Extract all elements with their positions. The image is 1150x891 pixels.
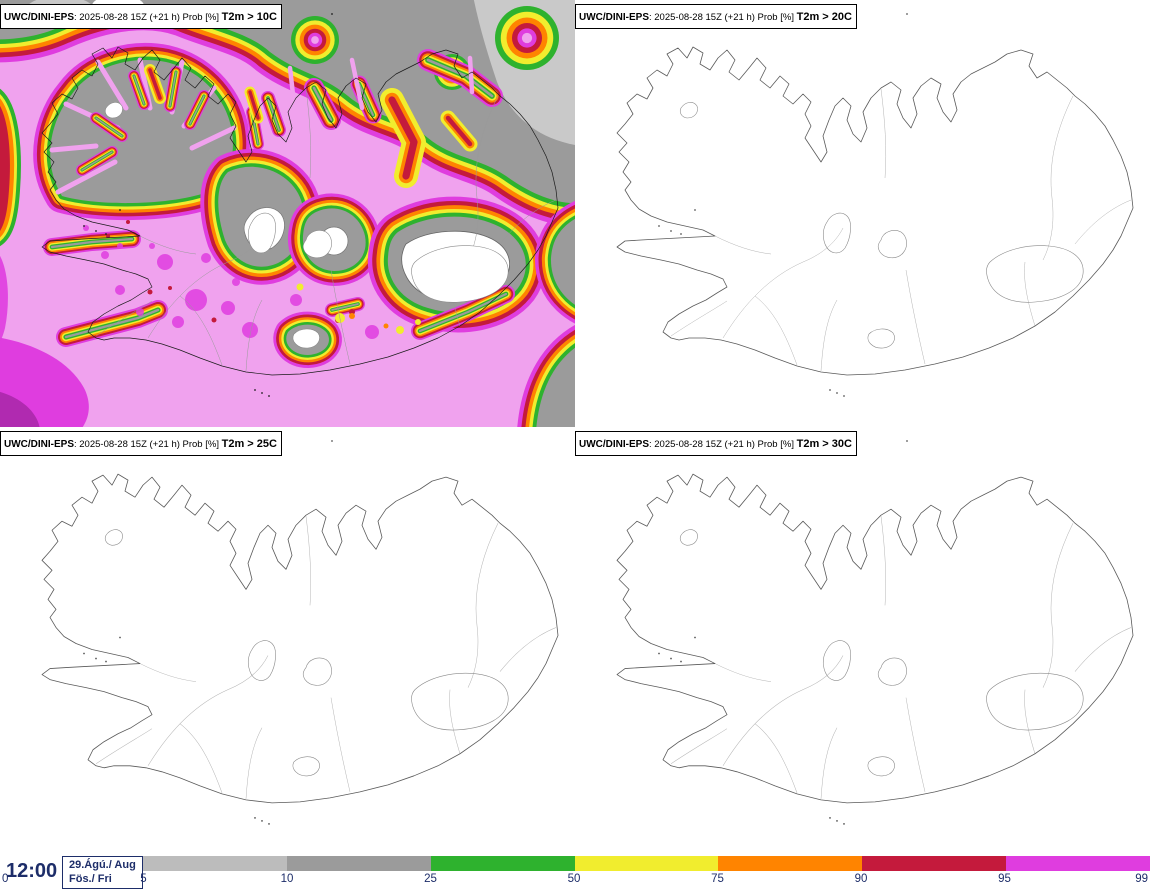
- probability-colorbar: [143, 856, 1150, 871]
- model-name: UWC/DINI-EPS: [4, 12, 74, 23]
- colorbar-tick-0: 0: [2, 873, 9, 885]
- model-name: UWC/DINI-EPS: [579, 439, 649, 450]
- colorbar-segment-75-90: [718, 856, 863, 871]
- iceland-prob-map-30c: [616, 440, 1134, 825]
- colorbar-tick-99: 99: [1135, 873, 1148, 885]
- panel-t2m-gt-10c: UWC/DINI-EPS: 2025-08-28 15Z (+21 h) Pro…: [0, 0, 575, 427]
- iceland-prob-map-25c: [41, 440, 559, 825]
- colorbar-tick-95: 95: [998, 873, 1011, 885]
- colorbar-segment-50-75: [574, 856, 719, 871]
- colorbar-segment-10-25: [286, 856, 431, 871]
- panel-t2m-gt-20c: UWC/DINI-EPS: 2025-08-28 15Z (+21 h) Pro…: [575, 0, 1150, 427]
- panel-title-25c: UWC/DINI-EPS: 2025-08-28 15Z (+21 h) Pro…: [0, 431, 282, 456]
- base-map: [41, 13, 559, 397]
- iceland-prob-map-10c: [0, 0, 575, 427]
- colorbar-segment-25-50: [430, 856, 575, 871]
- colorbar-tick-5: 5: [140, 873, 147, 885]
- threshold-label: T2m > 30C: [796, 438, 852, 450]
- panel-t2m-gt-25c: UWC/DINI-EPS: 2025-08-28 15Z (+21 h) Pro…: [0, 427, 575, 855]
- base-map: [616, 13, 1134, 397]
- colorbar-tick-10: 10: [280, 873, 294, 885]
- base-map: [41, 440, 559, 825]
- panel-t2m-gt-30c: UWC/DINI-EPS: 2025-08-28 15Z (+21 h) Pro…: [575, 427, 1150, 855]
- run-info: : 2025-08-28 15Z (+21 h) Prob [%]: [649, 439, 797, 450]
- footer-bar: 12:00 29.Ágú./ Aug Fös./ Fri 0 5 10 25 50 75 9…: [0, 855, 1150, 891]
- run-info: : 2025-08-28 15Z (+21 h) Prob [%]: [74, 12, 222, 23]
- colorbar-segment-95-99: [1006, 856, 1150, 871]
- colorbar-tick-75: 75: [711, 873, 724, 885]
- valid-date-box: 29.Ágú./ Aug Fös./ Fri: [62, 856, 143, 889]
- run-info: : 2025-08-28 15Z (+21 h) Prob [%]: [649, 12, 797, 23]
- colorbar-tick-25: 25: [424, 873, 437, 885]
- panel-title-10c: UWC/DINI-EPS: 2025-08-28 15Z (+21 h) Pro…: [0, 4, 282, 29]
- date-line-1: 29.Ágú./ Aug: [69, 859, 136, 871]
- date-line-2: Fös./ Fri: [69, 873, 112, 886]
- iceland-prob-map-20c: [616, 13, 1134, 397]
- model-name: UWC/DINI-EPS: [4, 439, 74, 450]
- colorbar-ticks: 0 5 10 25 50 75 90 95 99: [0, 873, 1150, 889]
- base-map: [616, 440, 1134, 825]
- threshold-label: T2m > 10C: [221, 11, 277, 23]
- colorbar-segment-5-10: [143, 856, 287, 871]
- colorbar-segment-90-95: [862, 856, 1007, 871]
- model-name: UWC/DINI-EPS: [579, 12, 649, 23]
- valid-time: 12:00: [6, 860, 58, 882]
- threshold-label: T2m > 20C: [796, 11, 852, 23]
- threshold-label: T2m > 25C: [221, 438, 277, 450]
- run-info: : 2025-08-28 15Z (+21 h) Prob [%]: [74, 439, 222, 450]
- panel-title-20c: UWC/DINI-EPS: 2025-08-28 15Z (+21 h) Pro…: [575, 4, 857, 29]
- map-panel-grid: UWC/DINI-EPS: 2025-08-28 15Z (+21 h) Pro…: [0, 0, 1150, 855]
- panel-title-30c: UWC/DINI-EPS: 2025-08-28 15Z (+21 h) Pro…: [575, 431, 857, 456]
- probability-field: [0, 0, 575, 427]
- colorbar-tick-50: 50: [567, 873, 581, 885]
- colorbar-tick-90: 90: [854, 873, 868, 885]
